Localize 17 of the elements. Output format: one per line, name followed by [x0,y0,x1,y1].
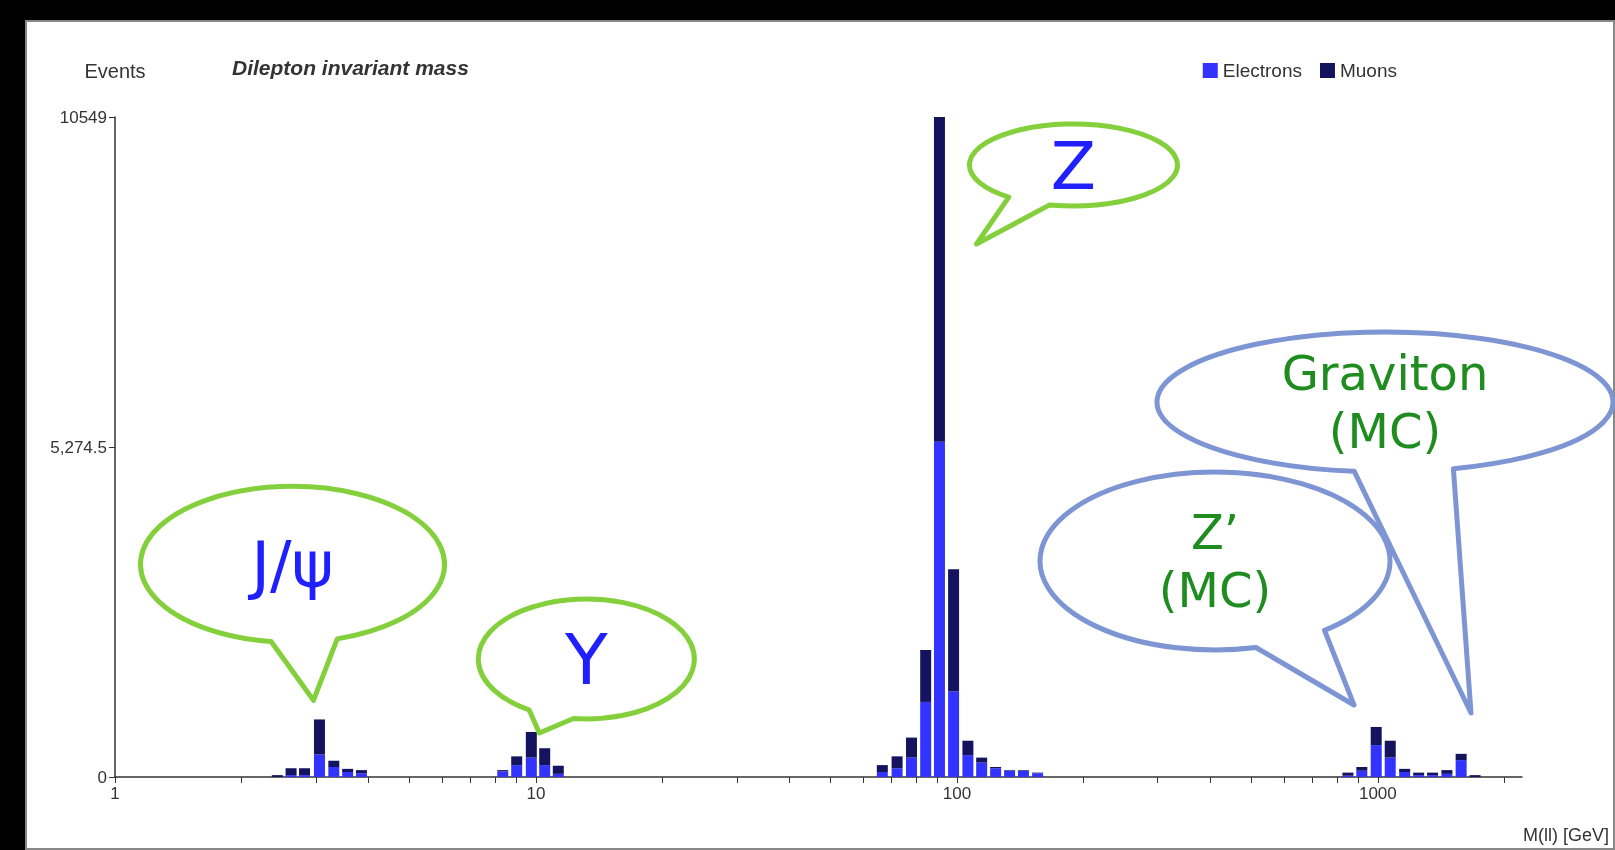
x-tick-label: 1000 [1358,784,1397,803]
y-tick-label: 5,274.5 [50,437,107,457]
x-tick-label: 10 [526,784,546,803]
x-axis-title: M(ll) [GeV] [1523,825,1610,845]
y-tick-label: 0 [97,767,107,787]
annotation: J/ψ [247,528,334,603]
annotation: Graviton (MC) [1281,345,1489,460]
annotation: Z [1050,127,1097,205]
y-axis-title: Events [84,60,146,82]
x-tick-label: 100 [942,784,972,803]
legend-label: Electrons [1222,60,1302,81]
annotation: Υ [563,619,608,702]
y-tick-label: 10549 [59,107,107,127]
annotation: Z’ (MC) [1158,504,1272,619]
x-tick-label: 1 [110,784,120,803]
legend-label: Muons [1339,60,1397,81]
chart-title: Dilepton invariant mass [232,56,469,79]
